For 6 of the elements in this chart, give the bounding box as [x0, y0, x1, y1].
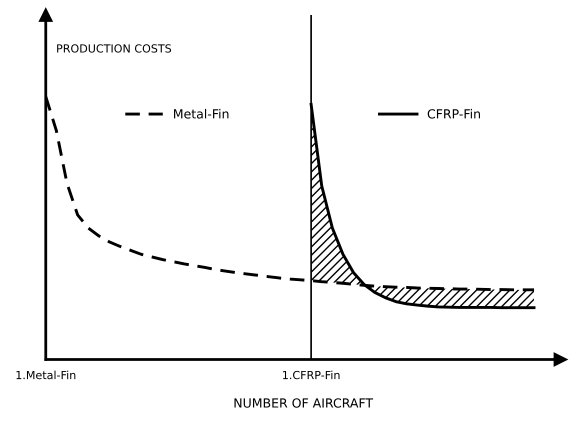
- legend-label: CFRP-Fin: [428, 108, 480, 119]
- x-tick-label: 1.Metal-Fin: [16, 370, 76, 380]
- y-axis-title: PRODUCTION COSTS: [57, 44, 172, 53]
- legend-label: Metal-Fin: [174, 108, 228, 119]
- x-tick-label: 1.CFRP-Fin: [283, 370, 340, 380]
- x-axis-title: NUMBER OF AIRCRAFT: [234, 398, 374, 408]
